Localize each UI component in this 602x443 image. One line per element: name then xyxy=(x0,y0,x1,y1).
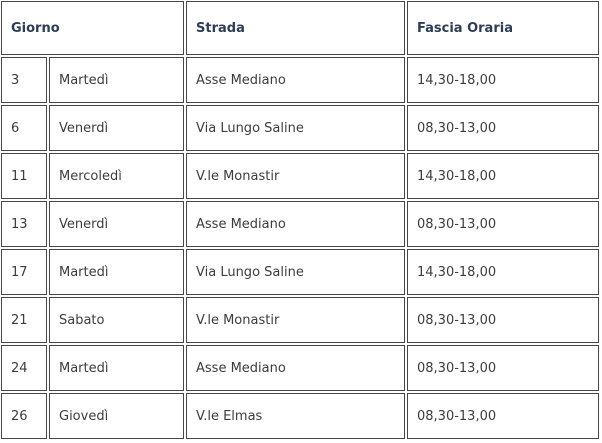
strada-cell: V.le Elmas xyxy=(186,393,405,439)
table-row: 21 Sabato V.le Monastir 08,30-13,00 xyxy=(1,297,599,343)
day-name-cell: Martedì xyxy=(49,249,184,295)
column-header-fascia-oraria: Fascia Oraria xyxy=(407,1,599,55)
table-row: 13 Venerdì Asse Mediano 08,30-13,00 xyxy=(1,201,599,247)
day-number-cell: 21 xyxy=(1,297,47,343)
strada-cell: Via Lungo Saline xyxy=(186,105,405,151)
day-name-cell: Martedì xyxy=(49,57,184,103)
fascia-cell: 08,30-13,00 xyxy=(407,297,599,343)
strada-cell: Via Lungo Saline xyxy=(186,249,405,295)
table-row: 24 Martedì Asse Mediano 08,30-13,00 xyxy=(1,345,599,391)
header-row: Giorno Strada Fascia Oraria xyxy=(1,1,599,55)
day-name-cell: Martedì xyxy=(49,345,184,391)
table-row: 6 Venerdì Via Lungo Saline 08,30-13,00 xyxy=(1,105,599,151)
fascia-cell: 08,30-13,00 xyxy=(407,345,599,391)
fascia-cell: 14,30-18,00 xyxy=(407,153,599,199)
day-number-cell: 11 xyxy=(1,153,47,199)
column-header-giorno: Giorno xyxy=(1,1,184,55)
fascia-cell: 08,30-13,00 xyxy=(407,393,599,439)
day-name-cell: Mercoledì xyxy=(49,153,184,199)
table-row: 3 Martedì Asse Mediano 14,30-18,00 xyxy=(1,57,599,103)
table-row: 17 Martedì Via Lungo Saline 14,30-18,00 xyxy=(1,249,599,295)
strada-cell: Asse Mediano xyxy=(186,201,405,247)
day-name-cell: Sabato xyxy=(49,297,184,343)
day-number-cell: 6 xyxy=(1,105,47,151)
column-header-strada: Strada xyxy=(186,1,405,55)
day-number-cell: 26 xyxy=(1,393,47,439)
strada-cell: Asse Mediano xyxy=(186,57,405,103)
day-name-cell: Venerdì xyxy=(49,105,184,151)
strada-cell: Asse Mediano xyxy=(186,345,405,391)
fascia-cell: 08,30-13,00 xyxy=(407,201,599,247)
day-number-cell: 13 xyxy=(1,201,47,247)
day-name-cell: Giovedì xyxy=(49,393,184,439)
day-number-cell: 17 xyxy=(1,249,47,295)
day-number-cell: 24 xyxy=(1,345,47,391)
fascia-cell: 08,30-13,00 xyxy=(407,105,599,151)
strada-cell: V.le Monastir xyxy=(186,153,405,199)
fascia-cell: 14,30-18,00 xyxy=(407,249,599,295)
strada-cell: V.le Monastir xyxy=(186,297,405,343)
day-name-cell: Venerdì xyxy=(49,201,184,247)
table-row: 26 Giovedì V.le Elmas 08,30-13,00 xyxy=(1,393,599,439)
day-number-cell: 3 xyxy=(1,57,47,103)
table-row: 11 Mercoledì V.le Monastir 14,30-18,00 xyxy=(1,153,599,199)
fascia-cell: 14,30-18,00 xyxy=(407,57,599,103)
